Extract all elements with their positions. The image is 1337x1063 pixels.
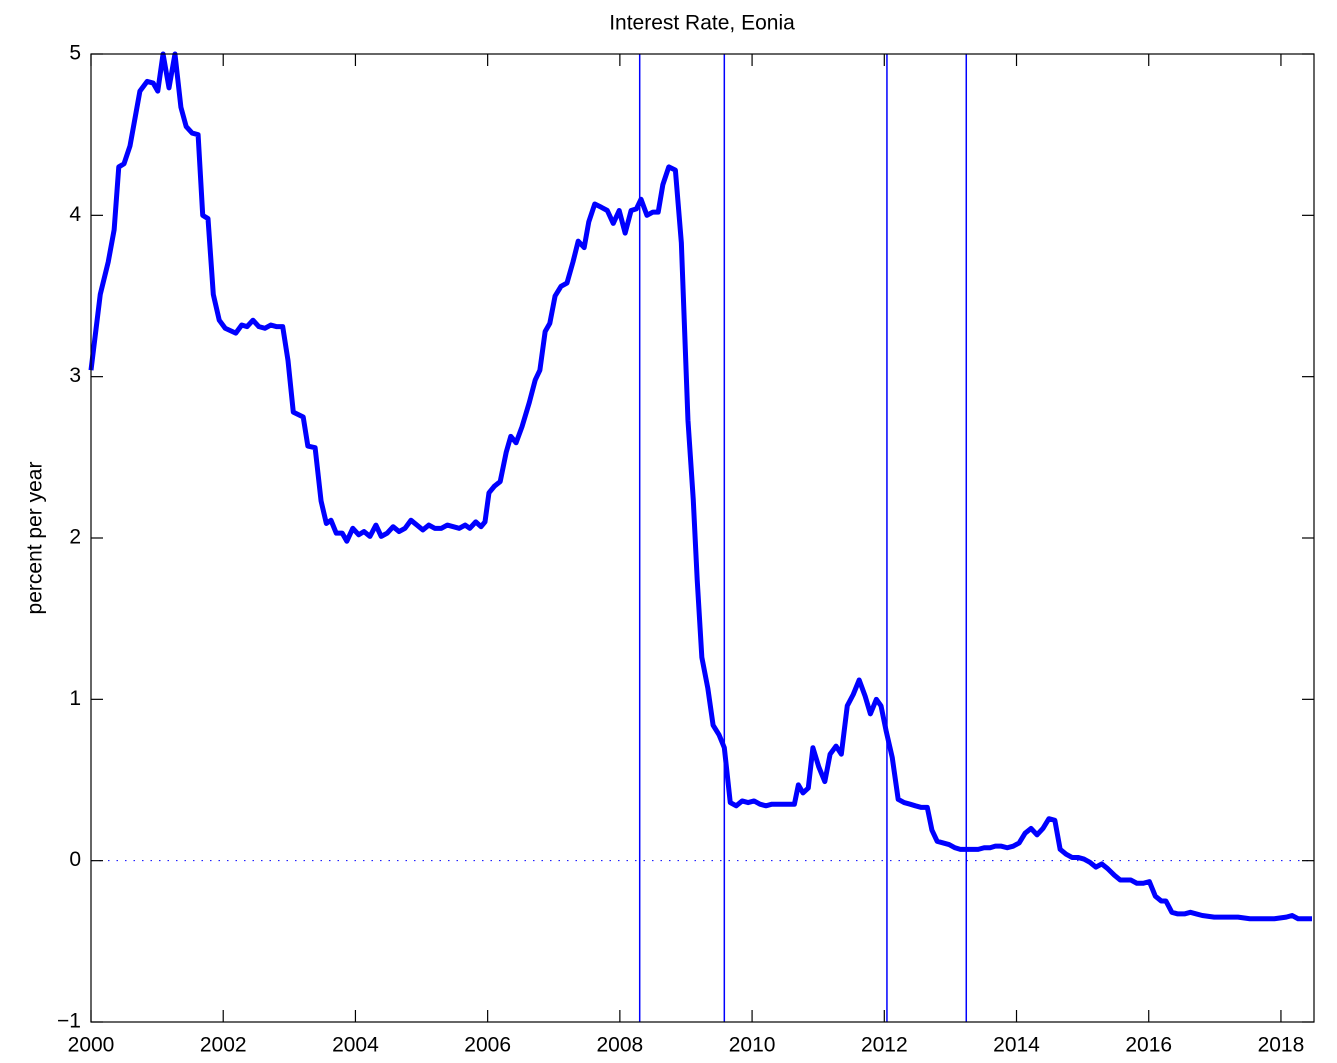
plot-frame [90, 53, 1315, 1023]
y-tick-label: 4 [69, 203, 81, 226]
y-tick-label: 0 [69, 848, 81, 871]
x-tick-label: 2004 [332, 1034, 379, 1057]
x-tick-label: 2014 [993, 1034, 1040, 1057]
x-tick-label: 2018 [1258, 1034, 1305, 1057]
y-tick-label: 3 [69, 364, 81, 387]
x-tick-label: 2006 [464, 1034, 511, 1057]
y-tick-label: 2 [69, 526, 81, 549]
x-tick-label: 2002 [200, 1034, 247, 1057]
x-tick-label: 2008 [597, 1034, 644, 1057]
x-tick-label: 2010 [729, 1034, 776, 1057]
x-tick-label: 2000 [68, 1034, 115, 1057]
y-axis-label: percent per year [24, 462, 47, 615]
x-tick-label: 2012 [861, 1034, 908, 1057]
y-tick-label: −1 [57, 1010, 81, 1033]
y-tick-label: 1 [69, 687, 81, 710]
y-tick-label: 5 [69, 42, 81, 65]
data-line [88, 51, 1313, 922]
x-tick-label: 2016 [1125, 1034, 1172, 1057]
chart-title: Interest Rate, Eonia [609, 12, 795, 35]
